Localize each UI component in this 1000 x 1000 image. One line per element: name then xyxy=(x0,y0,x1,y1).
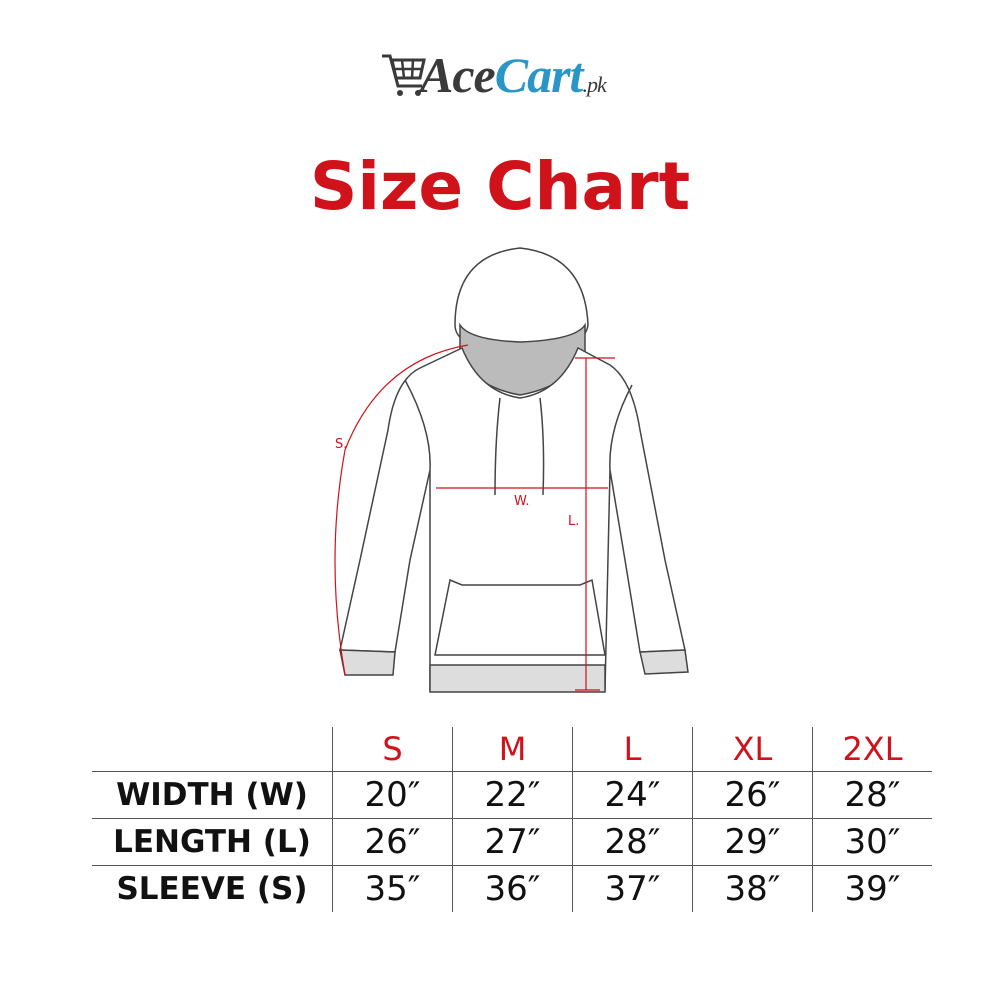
table-cell: 26″ xyxy=(332,818,453,866)
table-cell: 27″ xyxy=(452,818,573,866)
sleeve-measure-label: S. xyxy=(335,437,348,452)
logo-text-cart: Cart xyxy=(494,47,584,103)
size-header: 2XL xyxy=(812,727,932,772)
table-cell: 22″ xyxy=(452,771,573,819)
shopping-cart-icon xyxy=(382,54,426,96)
table-row-length: LENGTH (L) 26″ 27″ 28″ 29″ 30″ xyxy=(92,818,932,866)
size-header: XL xyxy=(692,727,813,772)
table-cell: 29″ xyxy=(692,818,813,866)
width-measure-label: W. xyxy=(514,494,530,509)
size-header-row: S M L XL 2XL xyxy=(92,727,932,772)
table-row-width: WIDTH (W) 20″ 22″ 24″ 26″ 28″ xyxy=(92,771,932,819)
size-header: S xyxy=(332,727,453,772)
table-row-sleeve: SLEEVE (S) 35″ 36″ 37″ 38″ 39″ xyxy=(92,865,932,912)
length-measure-label: L. xyxy=(568,514,580,529)
row-label: SLEEVE (S) xyxy=(92,865,333,912)
logo-text-pk: .pk xyxy=(582,72,606,97)
corner-cell xyxy=(92,727,333,772)
table-cell: 38″ xyxy=(692,865,813,912)
size-header: M xyxy=(452,727,573,772)
table-cell: 24″ xyxy=(572,771,693,819)
row-label: WIDTH (W) xyxy=(92,771,333,819)
page-title: Size Chart xyxy=(309,148,691,225)
table-cell: 35″ xyxy=(332,865,453,912)
table-cell: 20″ xyxy=(332,771,453,819)
table-cell: 30″ xyxy=(812,818,932,866)
table-cell: 37″ xyxy=(572,865,693,912)
table-cell: 28″ xyxy=(812,771,932,819)
logo-text-ace: Ace xyxy=(420,47,496,103)
table-cell: 26″ xyxy=(692,771,813,819)
row-label: LENGTH (L) xyxy=(92,818,333,866)
table-cell: 28″ xyxy=(572,818,693,866)
table-cell: 39″ xyxy=(812,865,932,912)
acecart-logo: AceCart.pk xyxy=(380,44,660,114)
hoodie-diagram xyxy=(334,247,689,693)
size-table: S M L XL 2XL WIDTH (W) 20″ 22″ 24″ 26″ 2… xyxy=(92,727,932,912)
size-header: L xyxy=(572,727,693,772)
table-cell: 36″ xyxy=(452,865,573,912)
